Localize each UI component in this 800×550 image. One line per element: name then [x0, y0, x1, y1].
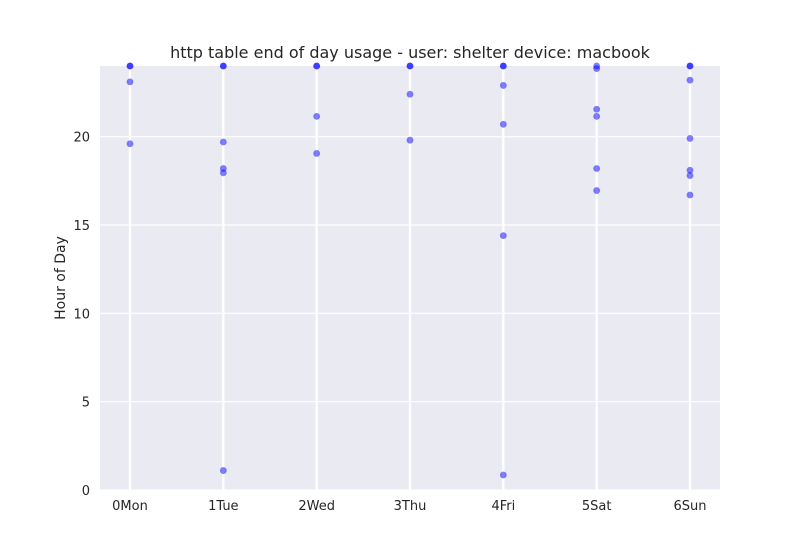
data-point — [406, 62, 414, 70]
data-point — [219, 169, 227, 177]
x-tick-label: 3Thu — [394, 499, 427, 514]
data-points — [126, 62, 694, 479]
x-tick-label: 5Sat — [582, 499, 612, 514]
data-point — [219, 62, 227, 70]
chart-title: http table end of day usage - user: shel… — [170, 43, 651, 62]
data-point — [686, 166, 694, 174]
x-tick-label: 2Wed — [298, 499, 335, 514]
data-point — [313, 62, 321, 70]
data-point — [593, 165, 601, 172]
data-point — [499, 232, 507, 240]
data-point — [686, 191, 694, 199]
y-tick-label: 20 — [73, 131, 90, 146]
data-point — [593, 65, 601, 73]
data-point — [686, 172, 694, 179]
y-tick-label: 10 — [73, 307, 90, 322]
x-tick-label: 0Mon — [112, 499, 148, 514]
x-tick-label: 1Tue — [208, 499, 238, 514]
data-point — [499, 82, 507, 89]
x-tick-label: 4Fri — [491, 499, 515, 514]
data-point — [593, 105, 601, 113]
data-point — [686, 76, 694, 84]
data-point — [126, 140, 134, 148]
data-point — [313, 150, 321, 157]
data-point — [499, 120, 507, 128]
x-tick-label: 6Sun — [673, 499, 706, 514]
y-tick-label: 15 — [73, 219, 90, 234]
data-point — [406, 136, 414, 144]
y-tick-labels: 0 5 10 15 20 — [73, 131, 90, 499]
x-tick-labels: 0Mon 1Tue 2Wed 3Thu 4Fri 5Sat 6Sun — [112, 499, 706, 514]
data-point — [126, 78, 134, 86]
data-point — [499, 471, 507, 479]
data-point — [219, 138, 227, 146]
vertical-gridlines — [128, 66, 692, 490]
data-point — [219, 467, 227, 474]
data-point — [686, 135, 694, 142]
y-axis-label: Hour of Day — [53, 236, 69, 320]
data-point — [126, 62, 134, 70]
data-point — [406, 90, 414, 98]
y-tick-label: 0 — [82, 484, 90, 499]
data-point — [499, 62, 507, 70]
y-tick-label: 5 — [82, 396, 90, 411]
data-point — [593, 187, 601, 194]
data-point — [593, 112, 601, 120]
data-point — [313, 112, 321, 120]
data-point — [686, 62, 694, 70]
